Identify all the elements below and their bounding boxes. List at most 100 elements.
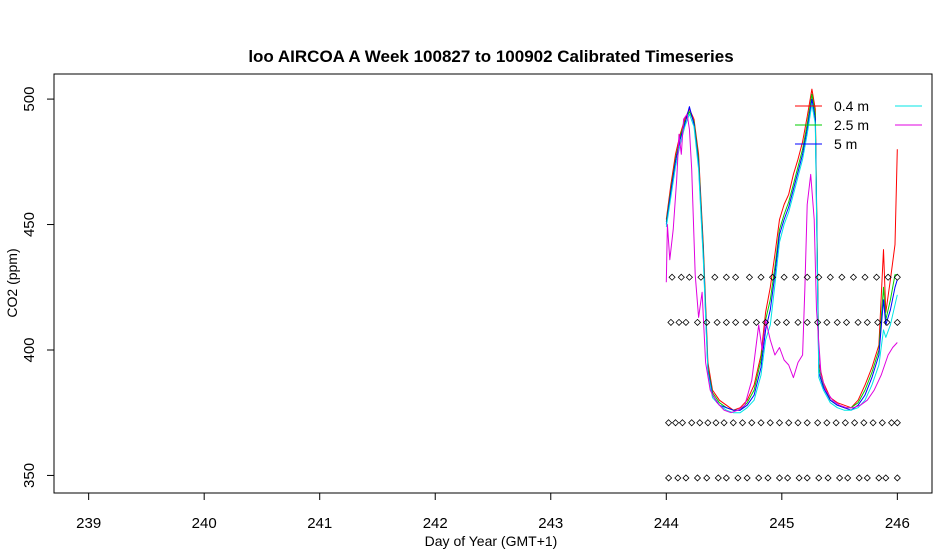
diamond-marker-1 [742, 318, 750, 326]
diamond-marker-3 [693, 474, 702, 482]
diamond-marker-2 [704, 419, 712, 427]
diamond-marker-2 [814, 419, 822, 427]
diamond-marker-0 [826, 273, 834, 281]
x-tick-label: 243 [538, 515, 563, 532]
diamond-marker-1 [782, 318, 791, 326]
x-tick-label: 242 [423, 515, 448, 532]
diamond-marker-0 [861, 273, 869, 281]
diamond-marker-0 [677, 273, 685, 281]
diamond-marker-0 [872, 273, 881, 281]
y-axis: 350 400 450 500 [21, 87, 54, 488]
diamond-marker-1 [703, 318, 711, 326]
diamond-marker-3 [722, 474, 730, 482]
diamond-marker-0 [884, 273, 892, 281]
diamond-marker-0 [722, 273, 730, 281]
x-tick-label: 239 [76, 515, 101, 532]
x-tick-label: 240 [192, 515, 217, 532]
diamond-marker-3 [682, 474, 690, 482]
x-axis-label: Day of Year (GMT+1) [425, 533, 558, 549]
diamond-marker-0 [815, 273, 823, 281]
diamond-marker-1 [883, 318, 891, 326]
diamond-marker-2 [803, 419, 811, 427]
diamond-marker-1 [854, 318, 862, 326]
diamond-marker-2 [757, 419, 765, 427]
diamond-marker-2 [832, 419, 840, 427]
diamond-marker-3 [893, 474, 901, 482]
diamond-marker-1 [732, 318, 740, 326]
diamond-marker-0 [893, 273, 901, 281]
plot-frame [53, 73, 933, 494]
diamond-marker-1 [823, 318, 831, 326]
diamond-marker-2 [748, 419, 756, 427]
diamond-marker-0 [745, 273, 754, 281]
diamond-marker-2 [678, 419, 687, 427]
diamond-marker-3 [674, 474, 682, 482]
legend: 0.4 m 2.5 m 5 m [795, 98, 922, 152]
diamond-marker-0 [769, 273, 777, 281]
x-axis: 239 240 241 242 243 244 245 246 [76, 493, 910, 532]
y-axis-label: CO2 (ppm) [4, 248, 20, 317]
diamond-marker-2 [860, 419, 868, 427]
diamond-marker-2 [696, 419, 704, 427]
y-tick-label: 400 [21, 337, 38, 362]
marker-layer [665, 273, 901, 482]
diamond-marker-2 [720, 419, 728, 427]
diamond-marker-3 [714, 474, 722, 482]
diamond-marker-3 [863, 474, 871, 482]
x-tick-label: 245 [769, 515, 794, 532]
diamond-marker-0 [803, 273, 811, 281]
diamond-marker-1 [713, 318, 721, 326]
series-line-3 [665, 103, 898, 414]
diamond-marker-2 [766, 419, 774, 427]
diamond-marker-1 [794, 318, 802, 326]
diamond-marker-2 [823, 419, 831, 427]
diamond-marker-1 [752, 318, 760, 326]
diamond-marker-3 [665, 474, 673, 482]
diamond-marker-2 [712, 419, 720, 427]
legend-label: 0.4 m [834, 98, 869, 114]
diamond-marker-1 [874, 318, 882, 326]
diamond-marker-2 [775, 419, 784, 427]
chart-title: loo AIRCOA A Week 100827 to 100902 Calib… [248, 47, 733, 66]
diamond-marker-3 [836, 474, 844, 482]
diamond-marker-3 [824, 474, 832, 482]
diamond-marker-0 [849, 273, 858, 281]
diamond-marker-2 [878, 419, 886, 427]
diamond-marker-2 [794, 419, 802, 427]
diamond-marker-1 [803, 318, 811, 326]
diamond-marker-1 [667, 318, 675, 326]
diamond-marker-3 [703, 474, 711, 482]
diamond-marker-0 [780, 273, 788, 281]
diamond-marker-3 [755, 474, 763, 482]
diamond-marker-0 [792, 273, 800, 281]
diamond-marker-2 [893, 419, 901, 427]
diamond-marker-1 [773, 318, 781, 326]
legend-label: 2.5 m [834, 117, 869, 133]
diamond-marker-2 [841, 419, 849, 427]
diamond-marker-2 [688, 419, 696, 427]
diamond-marker-1 [722, 318, 730, 326]
diamond-marker-1 [842, 318, 851, 326]
diamond-marker-3 [803, 474, 811, 482]
y-tick-label: 350 [21, 463, 38, 488]
diamond-marker-1 [893, 318, 901, 326]
diamond-marker-3 [743, 474, 751, 482]
x-tick-label: 244 [654, 515, 679, 532]
diamond-marker-1 [693, 318, 702, 326]
series-line-4 [665, 113, 898, 414]
diamond-marker-2 [665, 419, 673, 427]
diamond-marker-0 [757, 273, 765, 281]
diamond-marker-1 [675, 318, 683, 326]
diamond-marker-2 [888, 419, 896, 427]
series-layer [665, 88, 898, 414]
diamond-marker-1 [863, 318, 871, 326]
diamond-marker-0 [697, 273, 705, 281]
diamond-marker-1 [682, 318, 690, 326]
diamond-marker-3 [855, 474, 863, 482]
diamond-marker-2 [729, 419, 737, 427]
diamond-marker-3 [784, 474, 792, 482]
diamond-marker-2 [785, 419, 793, 427]
diamond-marker-2 [851, 419, 859, 427]
